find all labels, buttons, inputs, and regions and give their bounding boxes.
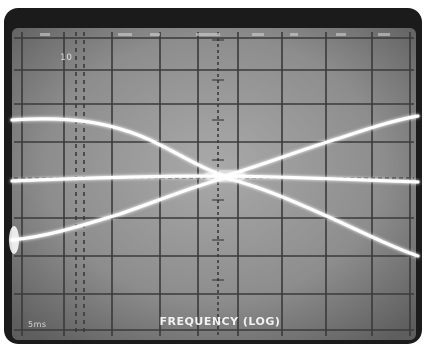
graticule-ticks bbox=[212, 39, 224, 321]
top-scale-marks bbox=[40, 33, 390, 36]
scope-screen bbox=[12, 28, 416, 340]
graticule-vertical bbox=[21, 32, 411, 336]
db-marker-label: 10 bbox=[60, 53, 73, 63]
convergence-point bbox=[203, 170, 247, 182]
scale-marker-label: 5ms bbox=[28, 320, 47, 329]
x-axis-label: FREQUENCY (LOG) bbox=[159, 315, 281, 328]
trace-start-glow bbox=[9, 226, 19, 254]
